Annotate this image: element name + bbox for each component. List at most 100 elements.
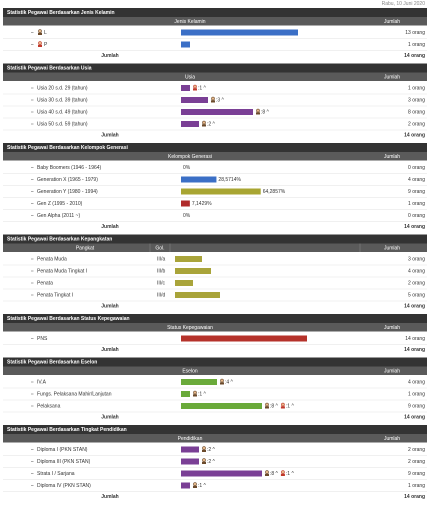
row-label: Penata Muda Tingkat I <box>37 268 87 274</box>
person-icon-head <box>265 402 269 407</box>
row-label: Gen Z (1995 - 2010) <box>37 201 83 207</box>
percent-label: 28,5714% <box>218 177 241 183</box>
row-label: Generation X (1965 - 1979) <box>37 177 98 183</box>
column-header: Status Kepegawaian <box>167 325 213 331</box>
badge-label: :2 ^ <box>207 121 216 127</box>
column-header-bar <box>3 243 427 252</box>
person-icon-body <box>202 461 206 464</box>
total-label: Jumlah <box>101 494 119 500</box>
bar <box>175 292 220 298</box>
total-label: Jumlah <box>101 132 119 138</box>
person-icon-head <box>202 446 206 450</box>
badge-label: :2 ^ <box>207 447 216 453</box>
section-title: Statistik Pegawai Berdasarkan Tingkat Pe… <box>7 427 127 433</box>
row-label: Fungs. Pelaksana Mahir/Lanjutan <box>37 391 112 397</box>
row-label: P <box>44 42 48 48</box>
badge-label: :1 ^ <box>198 391 207 397</box>
total-value: 14 orang <box>404 303 425 309</box>
percent-label: 0% <box>183 213 191 219</box>
column-header-bar <box>3 17 427 26</box>
row-jumlah: 2 orang <box>408 121 425 127</box>
person-icon-head <box>281 402 285 407</box>
column-header: Eselon <box>182 368 198 374</box>
section-title-bar <box>3 234 427 244</box>
column-header: Gol. <box>155 245 164 251</box>
row-label: IV.A <box>37 379 47 385</box>
row-label: Penata Tingkat I <box>37 292 73 298</box>
section-title-bar <box>3 143 427 152</box>
total-label: Jumlah <box>101 224 119 230</box>
row-label: Gen Alpha (2011 ~) <box>37 213 80 219</box>
bar <box>181 200 190 207</box>
person-icon-head <box>281 470 285 474</box>
bar <box>181 176 217 183</box>
person-icon-body <box>211 100 215 103</box>
row-jumlah: 9 orang <box>408 471 425 477</box>
bar <box>181 379 217 385</box>
column-header: Jumlah <box>384 19 400 25</box>
badge-label: :1 ^ <box>286 471 295 477</box>
bar <box>181 29 298 36</box>
person-icon-body <box>256 112 260 115</box>
section-title-bar <box>3 8 427 17</box>
column-header: Jenis Kelamin <box>174 19 205 25</box>
row-label: Penata Muda <box>37 256 67 262</box>
bar <box>181 391 190 397</box>
row-jumlah: 2 orang <box>408 280 425 286</box>
person-icon-head <box>193 390 197 395</box>
section-title: Statistik Pegawai Berdasarkan Kepangkata… <box>7 237 112 243</box>
row-label: L <box>44 30 47 36</box>
row-label: Baby Boomers (1946 - 1964) <box>37 165 102 171</box>
bar <box>181 41 190 48</box>
row-jumlah: 3 orang <box>408 256 425 262</box>
total-label: Jumlah <box>101 347 119 353</box>
row-jumlah: 1 orang <box>408 201 425 207</box>
row-label: Diploma IV (PKN STAN) <box>37 483 91 489</box>
badge-label: :8 ^ <box>261 109 270 115</box>
bar <box>181 470 262 477</box>
bar <box>181 188 261 195</box>
column-header-bar <box>3 152 427 161</box>
percent-label: 0% <box>183 165 191 171</box>
percent-label: 64,2857% <box>263 189 286 195</box>
badge-label: :4 ^ <box>225 379 234 385</box>
person-icon-body <box>202 124 206 127</box>
badge-label: :8 ^ <box>270 471 279 477</box>
row-jumlah: 9 orang <box>408 189 425 195</box>
person-icon-body <box>280 406 285 409</box>
person-icon-head <box>202 458 206 462</box>
row-label: Pelaksana <box>37 403 61 409</box>
section-title: Statistik Pegawai Berdasarkan Kelompok G… <box>7 145 128 151</box>
row-label: Usia 50 s.d. 59 (tahun) <box>37 121 88 127</box>
row-label: Generation Y (1980 - 1994) <box>37 189 98 195</box>
row-jumlah: 1 orang <box>408 483 425 489</box>
person-icon-head <box>256 108 260 113</box>
total-label: Jumlah <box>101 53 119 59</box>
row-label: Penata <box>37 280 53 286</box>
column-header-bar <box>3 366 427 375</box>
total-value: 14 orang <box>404 132 425 138</box>
row-jumlah: 4 orang <box>408 177 425 183</box>
row-label: Usia 30 s.d. 39 (tahun) <box>37 97 88 103</box>
section-title-bar <box>3 357 427 367</box>
badge-label: :1 ^ <box>198 85 207 91</box>
total-value: 14 orang <box>404 494 425 500</box>
bar <box>175 280 193 286</box>
total-value: 14 orang <box>404 347 425 353</box>
badge-label: :1 ^ <box>198 483 207 489</box>
section-title: Statistik Pegawai Berdasarkan Usia <box>7 66 92 72</box>
row-jumlah: 1 orang <box>408 85 425 91</box>
column-header: Jumlah <box>384 436 400 442</box>
bar <box>181 458 199 465</box>
total-value: 14 orang <box>404 53 425 59</box>
column-header-bar <box>3 72 427 81</box>
column-header: Kelompok Generasi <box>168 154 212 160</box>
section-title: Statistik Pegawai Berdasarkan Eselon <box>7 360 97 366</box>
column-header-bar <box>3 434 427 443</box>
row-jumlah: 0 orang <box>408 213 425 219</box>
row-label: Usia 40 s.d. 49 (tahun) <box>37 109 88 115</box>
bar <box>181 85 190 91</box>
bar <box>181 109 253 115</box>
bar <box>181 335 307 342</box>
person-icon-body <box>38 44 42 47</box>
